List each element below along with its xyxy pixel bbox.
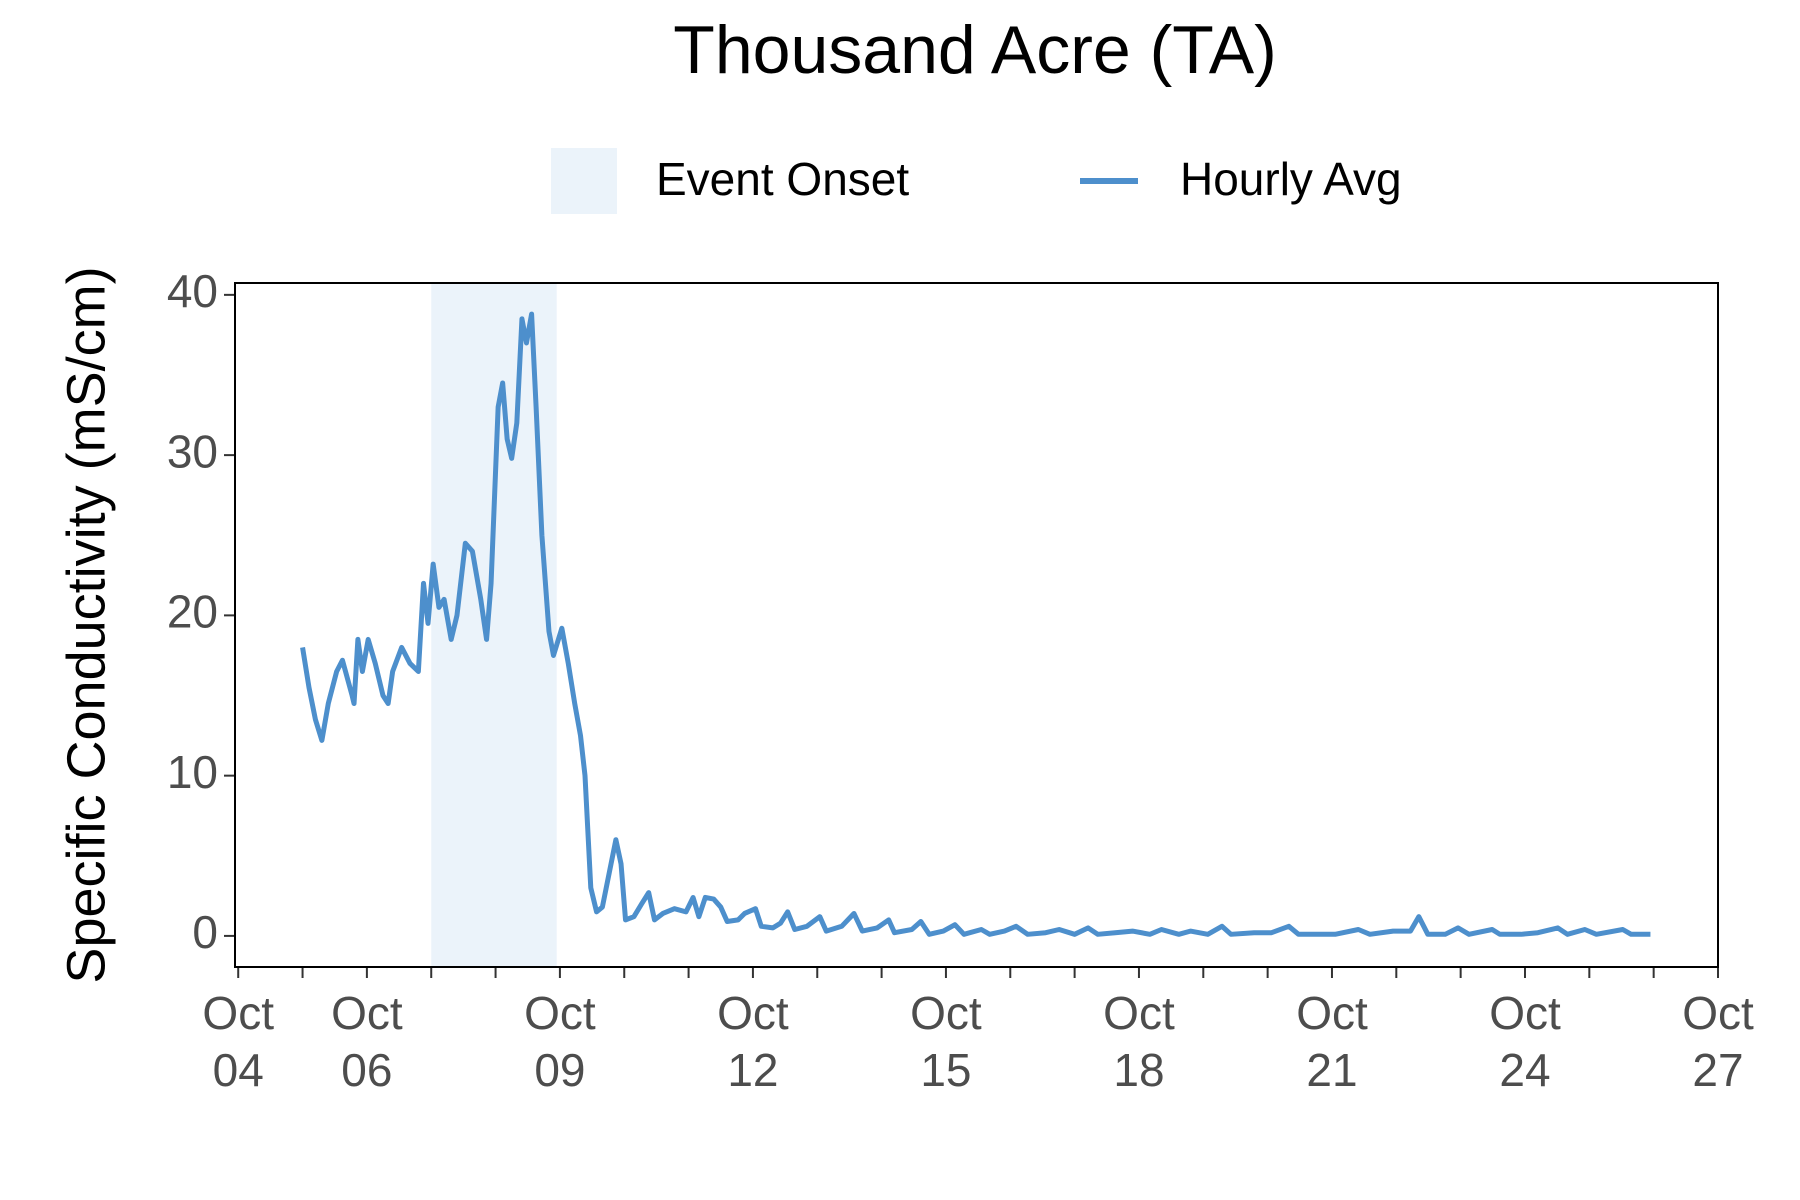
x-tick-label: Oct 24 xyxy=(1489,987,1561,1096)
plot-frame xyxy=(234,282,1719,968)
x-tick-label: Oct 06 xyxy=(331,987,403,1096)
legend-label: Hourly Avg xyxy=(1180,153,1402,205)
legend-label: Event Onset xyxy=(656,153,909,205)
x-tick-label: Oct 15 xyxy=(910,987,982,1096)
chart-title: Thousand Acre (TA) xyxy=(673,12,1276,88)
data-line xyxy=(300,311,1651,937)
x-tick-label: Oct 04 xyxy=(202,987,274,1096)
y-tick-label: 0 xyxy=(192,906,218,958)
x-tick-label: Oct 12 xyxy=(717,987,789,1096)
x-tick-label: Oct 27 xyxy=(1682,987,1754,1096)
x-tick-label: Oct 09 xyxy=(524,987,596,1096)
y-tick-label: 30 xyxy=(167,425,218,477)
y-tick-label: 40 xyxy=(167,265,218,317)
y-axis-label: Specific Conductivity (mS/cm) xyxy=(56,266,116,983)
x-tick-label: Oct 18 xyxy=(1103,987,1175,1096)
x-tick-label: Oct 21 xyxy=(1296,987,1368,1096)
legend-swatch xyxy=(551,148,617,214)
y-tick-label: 10 xyxy=(167,746,218,798)
y-tick-label: 20 xyxy=(167,586,218,638)
